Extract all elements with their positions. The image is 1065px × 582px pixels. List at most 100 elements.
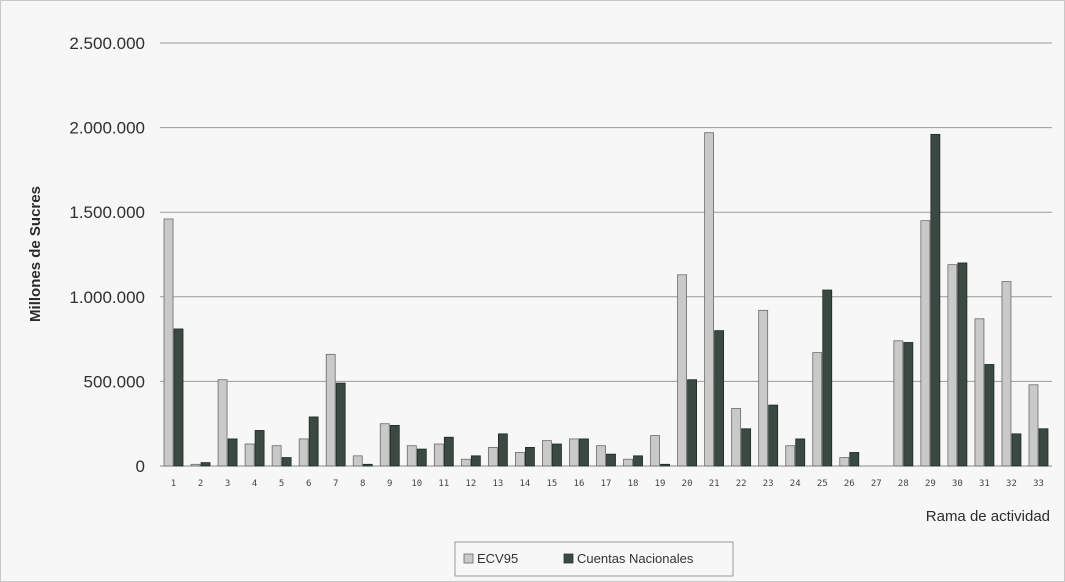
bar-ecv95-14	[515, 452, 525, 467]
x-tick-label: 16	[574, 479, 585, 489]
x-tick-label: 1	[171, 479, 176, 489]
bar-ecv95-21	[704, 132, 715, 467]
bar-cuentas-nacionales-26	[849, 452, 860, 467]
x-tick-label: 14	[519, 479, 530, 489]
bar-cuentas-nacionales-2	[200, 462, 211, 467]
x-tick-label: 11	[438, 479, 449, 489]
bars	[163, 132, 1049, 467]
bar-ecv95-6	[298, 438, 309, 467]
x-tick-labels: 1 2 3 4 5 6 7 8 9 10 11 12 13 14 15 16 17 18 19 20 21 22 23 24 2…	[171, 479, 1044, 489]
bar-ecv95-16	[569, 438, 579, 467]
x-tick-label: 33	[1033, 479, 1044, 489]
bar-cuentas-nacionales-29	[930, 133, 941, 467]
bar-cuentas-nacionales-8	[362, 463, 373, 467]
bar-cuentas-nacionales-6	[308, 416, 319, 467]
x-tick-label: 15	[547, 479, 558, 489]
legend-swatch-cuentas-nacionales	[563, 553, 574, 564]
x-tick-label: 30	[952, 479, 963, 489]
x-tick-label: 8	[360, 479, 365, 489]
y-axis-title: Millones de Sucres	[27, 186, 44, 322]
bar-ecv95-26	[839, 457, 850, 467]
x-tick-label: 18	[628, 479, 639, 489]
bar-ecv95-17	[596, 445, 606, 467]
bar-ecv95-22	[731, 408, 742, 467]
bar-cuentas-nacionales-1	[173, 328, 184, 467]
bar-ecv95-4	[244, 443, 255, 467]
x-tick-label: 5	[279, 479, 284, 489]
x-tick-label: 19	[655, 479, 666, 489]
x-tick-label: 12	[465, 479, 476, 489]
bar-cuentas-nacionales-4	[254, 430, 265, 467]
bar-ecv95-2	[190, 463, 201, 467]
legend-label-cuentas-nacionales: Cuentas Nacionales	[577, 551, 694, 566]
bar-cuentas-nacionales-25	[822, 289, 833, 467]
x-tick-label: 22	[736, 479, 747, 489]
x-tick-label: 6	[306, 479, 311, 489]
bar-cuentas-nacionales-32	[1011, 433, 1022, 467]
x-tick-label: 25	[817, 479, 828, 489]
bar-ecv95-12	[460, 458, 471, 467]
bar-ecv95-31	[974, 318, 985, 467]
bar-ecv95-19	[650, 435, 660, 467]
x-tick-label: 27	[871, 479, 882, 489]
bar-ecv95-1	[163, 218, 174, 467]
bar-cuentas-nacionales-5	[281, 457, 292, 467]
y-tick-labels: 0 500.000 1.000.000 1.500.000 2.000.000 2.500…	[69, 34, 145, 476]
bar-cuentas-nacionales-3	[227, 438, 238, 467]
bar-cuentas-nacionales-12	[470, 455, 481, 467]
x-tick-label: 17	[601, 479, 612, 489]
y-tick-label: 1.000.000	[69, 288, 145, 307]
bar-cuentas-nacionales-11	[443, 436, 454, 467]
x-tick-label: 21	[709, 479, 720, 489]
bar-cuentas-nacionales-15	[552, 443, 562, 467]
y-tick-label: 500.000	[84, 372, 145, 391]
bar-cuentas-nacionales-20	[687, 379, 697, 467]
bar-cuentas-nacionales-28	[903, 342, 914, 467]
bar-cuentas-nacionales-13	[497, 433, 508, 467]
x-tick-label: 4	[252, 479, 257, 489]
bar-ecv95-33	[1028, 384, 1039, 467]
bar-cuentas-nacionales-30	[957, 262, 968, 467]
x-tick-label: 24	[790, 479, 801, 489]
y-tick-label: 1.500.000	[69, 203, 145, 222]
x-tick-label: 13	[492, 479, 503, 489]
bar-cuentas-nacionales-10	[416, 448, 427, 467]
x-tick-label: 32	[1006, 479, 1017, 489]
bar-ecv95-18	[623, 458, 633, 467]
bar-ecv95-20	[677, 274, 687, 467]
bar-ecv95-5	[271, 445, 282, 467]
x-tick-label: 7	[333, 479, 338, 489]
legend-swatch-ecv95	[463, 553, 474, 564]
bar-ecv95-9	[379, 423, 390, 467]
bar-ecv95-3	[217, 379, 228, 467]
x-tick-label: 9	[387, 479, 392, 489]
bar-ecv95-24	[785, 445, 796, 467]
bar-cuentas-nacionales-31	[984, 364, 995, 467]
x-tick-label: 20	[682, 479, 693, 489]
x-tick-label: 10	[411, 479, 422, 489]
x-tick-label: 28	[898, 479, 909, 489]
bar-ecv95-11	[433, 443, 444, 467]
x-tick-label: 31	[979, 479, 990, 489]
bar-ecv95-7	[325, 353, 336, 467]
bar-cuentas-nacionales-14	[525, 446, 535, 467]
y-tick-label: 2.000.000	[69, 119, 145, 138]
bar-cuentas-nacionales-21	[714, 330, 725, 467]
bar-ecv95-32	[1001, 281, 1012, 467]
x-tick-label: 29	[925, 479, 936, 489]
x-tick-label: 23	[763, 479, 774, 489]
bar-cuentas-nacionales-17	[606, 453, 616, 467]
bar-cuentas-nacionales-7	[335, 382, 346, 467]
bar-cuentas-nacionales-9	[389, 424, 400, 467]
bar-ecv95-15	[542, 440, 552, 467]
x-axis-title: Rama de actividad	[926, 508, 1050, 525]
bar-cuentas-nacionales-33	[1038, 428, 1049, 467]
bar-cuentas-nacionales-23	[768, 404, 779, 467]
bar-ecv95-25	[812, 352, 823, 467]
y-tick-label: 0	[136, 457, 145, 476]
bar-ecv95-30	[947, 264, 958, 467]
bar-cuentas-nacionales-16	[579, 438, 589, 467]
y-tick-label: 2.500.000	[69, 34, 145, 53]
